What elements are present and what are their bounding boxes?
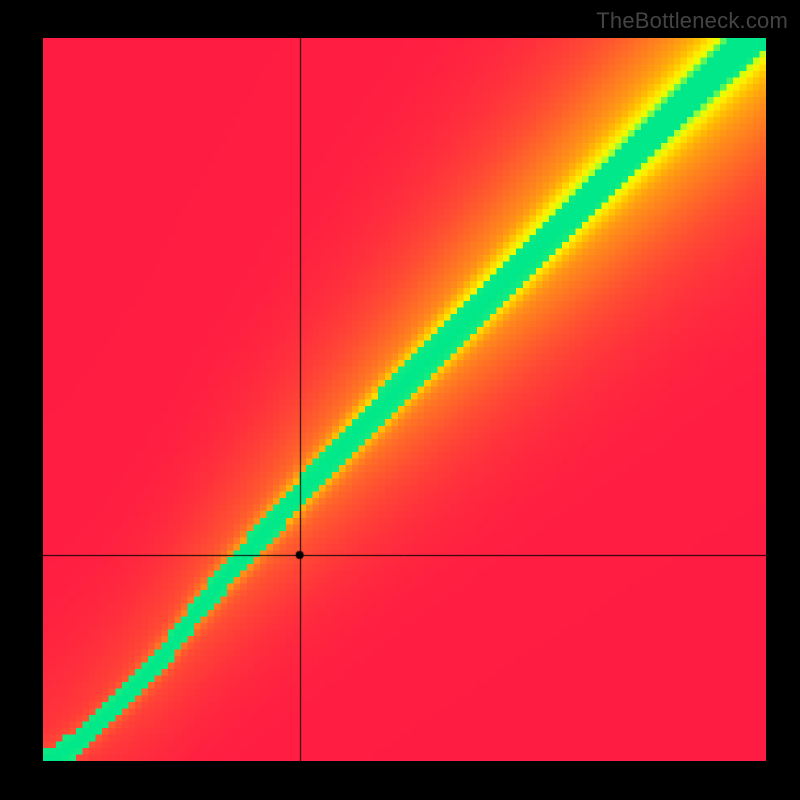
chart-container: TheBottleneck.com [0, 0, 800, 800]
watermark-text: TheBottleneck.com [596, 8, 788, 34]
crosshair-overlay [43, 38, 766, 761]
